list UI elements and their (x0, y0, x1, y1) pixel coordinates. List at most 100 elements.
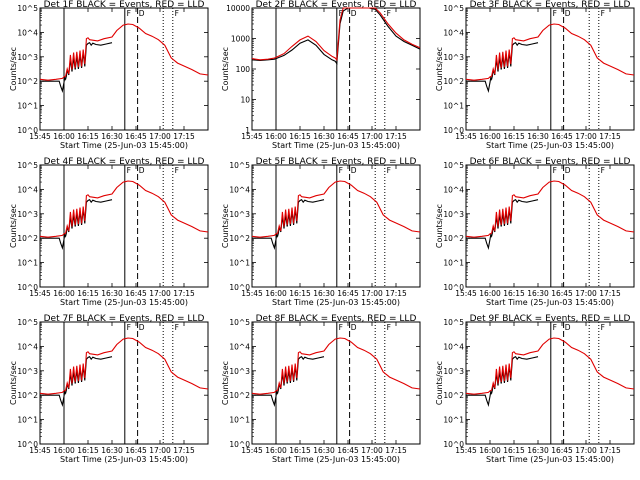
marker-label: D (139, 9, 145, 18)
plot-frame (465, 164, 635, 288)
y-axis-label: Counts/sec (435, 47, 444, 91)
x-tick-label: 16:30 (101, 132, 123, 141)
x-tick-label: 16:00 (265, 289, 287, 298)
marker-label: F (339, 323, 343, 332)
x-tick-label: 15:45 (241, 289, 263, 298)
y-tick-label: 10^4 (17, 28, 38, 37)
y-tick-label: 10^0 (17, 440, 38, 449)
panel-det-3: Det 3F BLACK = Events, RED = LLD 10^0 10^1… (435, 0, 635, 150)
x-tick-label: 17:15 (173, 132, 195, 141)
plot-frame (39, 164, 209, 288)
marker-label: F (553, 323, 557, 332)
x-tick-label: 16:15 (503, 132, 525, 141)
x-tick-label: 17:15 (385, 132, 407, 141)
y-tick-label: 10^1 (229, 416, 250, 425)
x-axis-label: Start Time (25-Jun-03 15:45:00) (60, 455, 188, 464)
x-tick-label: 17:15 (173, 446, 195, 455)
y-tick-label: 10^1 (17, 259, 38, 268)
y-tick-label: 10^0 (443, 440, 464, 449)
marker-label: D (565, 323, 571, 332)
panel-det-8: Det 8F BLACK = Events, RED = LLD 10^0 10^1… (221, 314, 421, 464)
x-tick-label: 16:00 (53, 132, 75, 141)
y-tick-label: 10^3 (443, 53, 464, 62)
panel-title: Det 9F BLACK = Events, RED = LLD (470, 314, 631, 324)
x-tick-label: 17:00 (575, 132, 597, 141)
x-tick-label: 16:30 (313, 446, 335, 455)
x-tick-label: 16:15 (77, 289, 99, 298)
panel-det-4: Det 4F BLACK = Events, RED = LLD 10^0 10^1… (9, 157, 209, 307)
plot-frame (251, 164, 421, 288)
marker-label: D (565, 166, 571, 175)
x-tick-label: 15:45 (29, 446, 51, 455)
x-tick-label: 15:45 (455, 132, 477, 141)
series-line-lld (39, 180, 209, 238)
x-tick-label: 16:45 (125, 289, 147, 298)
series-line-events (40, 41, 113, 93)
y-tick-label: 10^1 (17, 416, 38, 425)
y-tick-label: 10^3 (443, 367, 464, 376)
x-tick-label: 15:45 (29, 132, 51, 141)
y-tick-label: 10^2 (443, 391, 464, 400)
y-tick-label: 10^1 (17, 102, 38, 111)
marker-label: F (175, 9, 179, 18)
x-axis-label: Start Time (25-Jun-03 15:45:00) (486, 141, 614, 150)
x-axis-label: Start Time (25-Jun-03 15:45:00) (60, 141, 188, 150)
y-tick-label: 10^5 (443, 4, 464, 13)
x-tick-label: 16:00 (53, 446, 75, 455)
y-tick-label: 1000 (231, 35, 250, 44)
plot-frame (465, 321, 635, 445)
y-tick-label: 10^0 (229, 283, 250, 292)
marker-label: D (351, 9, 357, 18)
x-tick-label: 17:15 (599, 446, 621, 455)
y-tick-label: 10^2 (229, 391, 250, 400)
plot-frame (465, 7, 635, 131)
y-tick-label: 10^4 (229, 342, 250, 351)
y-tick-label: 10^0 (229, 440, 250, 449)
x-tick-label: 16:15 (77, 132, 99, 141)
panel-det-2: Det 2F BLACK = Events, RED = LLD 1 10 100 10… (221, 0, 421, 150)
marker-label: F (175, 323, 179, 332)
plot-frame (39, 7, 209, 131)
y-tick-label: 10^4 (17, 185, 38, 194)
y-tick-label: 10^0 (17, 283, 38, 292)
panel-det-1: Det 1F BLACK = Events, RED = LLD 10^0 10^1… (9, 0, 209, 150)
y-tick-label: 10^4 (443, 28, 464, 37)
x-tick-label: 17:00 (149, 446, 171, 455)
plot-frame (39, 321, 209, 445)
x-tick-label: 16:45 (551, 446, 573, 455)
x-axis-label: Start Time (25-Jun-03 15:45:00) (486, 298, 614, 307)
y-tick-label: 10^3 (17, 367, 38, 376)
panel-title: Det 2F BLACK = Events, RED = LLD (256, 0, 417, 10)
x-tick-label: 16:00 (479, 132, 501, 141)
panel-det-7: Det 7F BLACK = Events, RED = LLD 10^0 10^1… (9, 314, 209, 464)
series-line-lld (251, 180, 421, 238)
series-line-lld (465, 180, 635, 238)
marker-label: F (601, 166, 605, 175)
marker-label: F (553, 166, 557, 175)
x-axis-label: Start Time (25-Jun-03 15:45:00) (486, 455, 614, 464)
x-tick-label: 15:45 (241, 132, 263, 141)
y-tick-label: 10000 (226, 4, 250, 13)
marker-label: F (387, 9, 391, 18)
x-tick-label: 16:45 (551, 289, 573, 298)
panel-title: Det 5F BLACK = Events, RED = LLD (256, 157, 417, 167)
panel-title: Det 1F BLACK = Events, RED = LLD (44, 0, 205, 10)
x-tick-label: 17:15 (173, 289, 195, 298)
y-axis-label: Counts/sec (435, 361, 444, 405)
panel-det-9: Det 9F BLACK = Events, RED = LLD 10^0 10^1… (435, 314, 635, 464)
y-tick-label: 10^5 (443, 161, 464, 170)
x-tick-label: 16:15 (289, 132, 311, 141)
panel-title: Det 6F BLACK = Events, RED = LLD (470, 157, 631, 167)
y-tick-label: 10^1 (229, 259, 250, 268)
panel-title: Det 8F BLACK = Events, RED = LLD (256, 314, 417, 324)
x-tick-label: 16:45 (125, 446, 147, 455)
x-tick-label: 16:45 (125, 132, 147, 141)
marker-label: D (139, 166, 145, 175)
x-tick-label: 16:15 (77, 446, 99, 455)
marker-label: F (601, 9, 605, 18)
y-tick-label: 10^2 (17, 391, 38, 400)
x-axis-label: Start Time (25-Jun-03 15:45:00) (272, 455, 400, 464)
y-axis-label: Counts/sec (221, 361, 230, 405)
x-tick-label: 17:00 (149, 132, 171, 141)
